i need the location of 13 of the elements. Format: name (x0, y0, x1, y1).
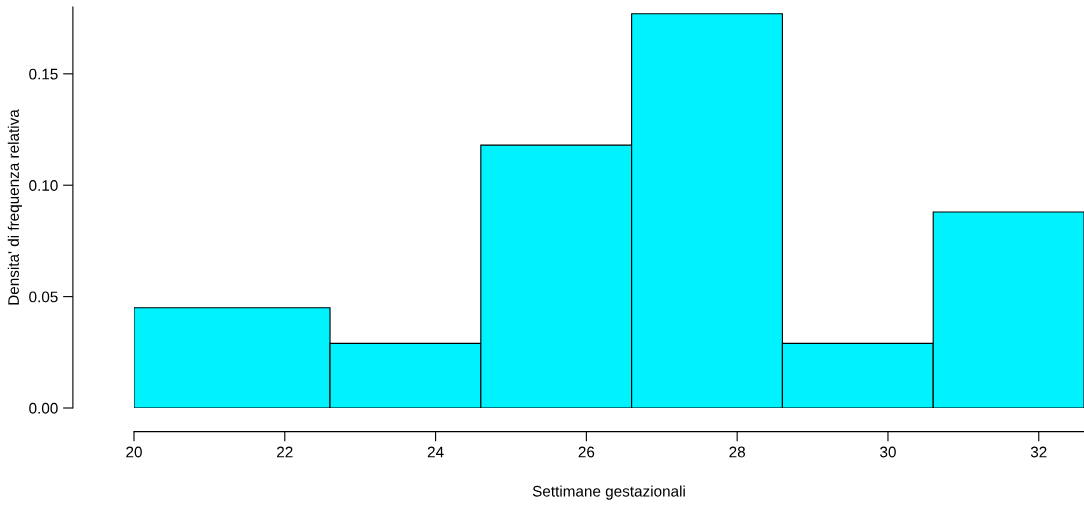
x-tick-label: 26 (578, 446, 595, 458)
y-tick-label: 0.05 (29, 291, 58, 303)
x-tick-label: 20 (126, 446, 142, 458)
y-tick-label: 0.00 (29, 402, 58, 414)
y-tick-label: 0.10 (29, 180, 58, 191)
x-tick-label: 24 (427, 446, 444, 458)
y-tick-label: 0.15 (29, 68, 58, 80)
y-axis-title: Densita' di frequenza relativa (7, 109, 22, 305)
x-tick-label: 30 (880, 446, 896, 458)
x-tick-label: 28 (729, 446, 746, 458)
x-tick-label: 22 (277, 446, 293, 458)
x-tick-label: 32 (1030, 446, 1047, 458)
x-axis-title: Settimane gestazionali (532, 485, 685, 500)
